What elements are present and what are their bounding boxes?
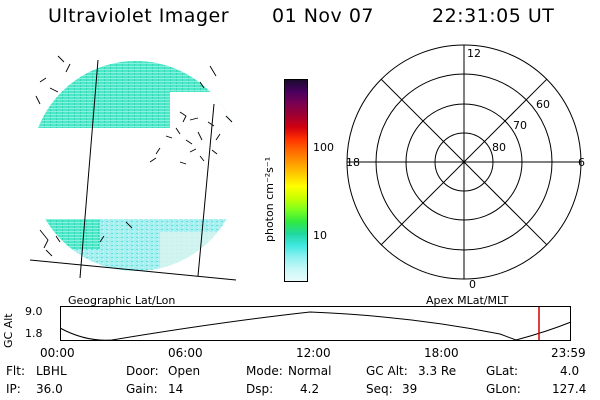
- altitude-xtick-1800: 18:00: [424, 346, 459, 360]
- altitude-xtick-2359: 23:59: [551, 346, 586, 360]
- altitude-frame: [60, 306, 571, 341]
- gain-label: Gain:: [126, 382, 158, 396]
- lat-label-60: 60: [536, 98, 550, 111]
- instrument-title: Ultraviolet Imager: [48, 5, 230, 27]
- glat-value: 4.0: [560, 364, 580, 378]
- altitude-xtick-1200: 12:00: [296, 346, 331, 360]
- altitude-plot: [60, 306, 572, 341]
- geographic-image: [30, 55, 241, 281]
- colorbar-unit-label: photon cm⁻²s⁻¹: [263, 156, 276, 242]
- colorbar: [284, 79, 308, 282]
- mlt-label-18: 18: [346, 156, 360, 169]
- mlt-label-12: 12: [467, 47, 481, 60]
- glon-label: GLon:: [486, 382, 521, 396]
- lat-label-80: 80: [492, 141, 506, 154]
- polar-diagonal-2: [380, 78, 548, 246]
- altitude-xtick-0600: 06:00: [168, 346, 203, 360]
- ip-value: 36.0: [36, 382, 63, 396]
- altitude-xtick-0000: 00:00: [40, 346, 75, 360]
- door-value: Open: [168, 364, 201, 378]
- mlt-label-6: 6: [578, 156, 585, 169]
- dsp-value: 4.2: [300, 382, 320, 396]
- geo-grid: [30, 59, 237, 281]
- mode-value: Normal: [288, 364, 332, 378]
- door-label: Door:: [126, 364, 159, 378]
- seq-value: 39: [402, 382, 418, 396]
- mode-label: Mode:: [246, 364, 283, 378]
- geographic-caption: Geographic Lat/Lon: [68, 294, 176, 307]
- dsp-label: Dsp:: [246, 382, 274, 396]
- filter-label: Flt:: [6, 364, 25, 378]
- coastline-overlay: [35, 55, 233, 257]
- colorbar-tick-100: 100: [313, 141, 334, 154]
- glat-label: GLat:: [486, 364, 519, 378]
- polar-plot: [346, 44, 582, 280]
- altitude-curve: [60, 311, 572, 341]
- ip-label: IP:: [6, 382, 21, 396]
- mlt-label-0: 0: [469, 278, 476, 291]
- gcalt-label: GC Alt:: [366, 364, 408, 378]
- gain-value: 14: [168, 382, 184, 396]
- altitude-ylabel: GC Alt: [2, 313, 15, 348]
- colorbar-tick-10: 10: [313, 229, 327, 242]
- date-label: 01 Nov 07: [272, 5, 375, 27]
- filter-value: LBHL: [36, 364, 67, 378]
- seq-label: Seq:: [366, 382, 393, 396]
- time-label: 22:31:05 UT: [432, 5, 555, 27]
- lat-label-70: 70: [513, 119, 527, 132]
- altitude-ytick-high: 9.0: [25, 305, 43, 318]
- apex-caption: Apex MLat/MLT: [426, 294, 509, 307]
- gcalt-value: 3.3 Re: [418, 364, 457, 378]
- glon-value: 127.4: [552, 382, 587, 396]
- altitude-ytick-low: 1.8: [25, 327, 43, 340]
